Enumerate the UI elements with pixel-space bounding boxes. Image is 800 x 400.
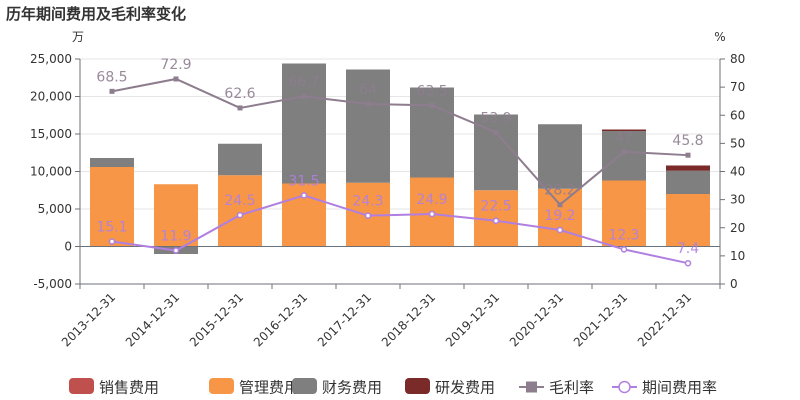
line-point-期间费用率 xyxy=(684,259,692,267)
line-毛利率 xyxy=(111,77,689,207)
line-point-毛利率 xyxy=(493,129,499,135)
legend-marker-期间费用率 xyxy=(618,380,631,394)
legend-swatch-财务费用 xyxy=(292,378,317,394)
data-label-毛利率: 63.5 xyxy=(416,83,447,99)
right-axis-tick-label: 60 xyxy=(730,108,745,122)
bar-财务费用 xyxy=(90,158,134,167)
left-axis-tick-label: 20,000 xyxy=(30,90,72,104)
data-label-毛利率: 45.8 xyxy=(672,133,703,149)
x-axis-tick-label: 2017-12-31 xyxy=(315,290,374,349)
x-axis-tick-label: 2018-12-31 xyxy=(379,290,438,349)
x-axis-tick-label: 2020-12-31 xyxy=(507,290,566,349)
bar-管理费用 xyxy=(538,188,582,247)
data-label-期间费用率: 19.2 xyxy=(544,208,575,224)
right-axis-tick-label: 10 xyxy=(730,249,745,263)
left-axis-tick-label: 15,000 xyxy=(30,127,72,141)
line-point-毛利率 xyxy=(429,102,435,108)
left-axis-tick-label: 25,000 xyxy=(30,52,72,66)
line-point-期间费用率 xyxy=(620,246,628,253)
legend-label: 研发费用 xyxy=(435,379,495,397)
line-point-毛利率 xyxy=(173,76,179,82)
line-point-毛利率 xyxy=(621,149,627,155)
data-label-期间费用率: 24.9 xyxy=(416,192,447,208)
bar-管理费用 xyxy=(154,184,198,247)
x-axis-tick-label: 2022-12-31 xyxy=(635,290,694,349)
data-label-期间费用率: 22.5 xyxy=(480,199,511,215)
right-axis-tick-label: 30 xyxy=(730,193,745,207)
left-axis-tick-label: 10,000 xyxy=(30,165,72,179)
x-axis-tick-label: 2019-12-31 xyxy=(443,290,502,349)
bar-财务费用 xyxy=(666,170,710,194)
left-axis-tick-label: 5,000 xyxy=(38,202,72,216)
bar-财务费用 xyxy=(218,143,262,176)
data-label-毛利率: 47 xyxy=(615,130,633,146)
bar-财务费用 xyxy=(538,124,582,189)
left-axis-tick-label: 0 xyxy=(64,240,72,254)
data-label-毛利率: 28.2 xyxy=(544,183,575,199)
chart-title: 历年期间费用及毛利率变化 xyxy=(6,5,187,23)
right-axis-unit: % xyxy=(714,30,725,44)
data-label-毛利率: 53.9 xyxy=(480,110,511,126)
right-axis-tick-label: 80 xyxy=(730,52,745,66)
line-point-期间费用率 xyxy=(492,217,500,224)
x-axis-tick-label: 2016-12-31 xyxy=(251,290,310,349)
bar-管理费用 xyxy=(90,167,134,247)
legend-swatch-管理费用 xyxy=(209,378,234,394)
bar-财务费用 xyxy=(410,87,454,178)
data-label-期间费用率: 12.3 xyxy=(608,227,639,243)
data-label-毛利率: 64 xyxy=(359,82,377,98)
line-point-毛利率 xyxy=(301,93,307,99)
left-axis-tick-label: -5,000 xyxy=(33,277,72,291)
data-label-毛利率: 68.5 xyxy=(96,69,127,85)
line-point-期间费用率 xyxy=(428,210,436,218)
line-point-期间费用率 xyxy=(556,226,564,234)
bar-管理费用 xyxy=(602,180,646,247)
legend-swatch-研发费用 xyxy=(405,378,430,394)
data-label-期间费用率: 11.9 xyxy=(160,229,191,245)
data-label-期间费用率: 24.5 xyxy=(224,193,255,209)
data-label-毛利率: 66.7 xyxy=(288,74,319,90)
line-point-毛利率 xyxy=(557,202,563,208)
data-label-期间费用率: 24.3 xyxy=(352,194,383,210)
right-axis-tick-label: 40 xyxy=(730,165,745,179)
bar-财务费用 xyxy=(602,131,646,181)
line-point-期间费用率 xyxy=(172,247,180,254)
right-axis-tick-label: 50 xyxy=(730,136,745,150)
line-point-毛利率 xyxy=(237,105,243,111)
x-axis-tick-label: 2013-12-31 xyxy=(59,290,118,349)
legend-label: 销售费用 xyxy=(99,379,159,397)
x-axis-tick-label: 2021-12-31 xyxy=(571,290,630,349)
right-axis-tick-label: 0 xyxy=(730,277,738,291)
data-label-期间费用率: 15.1 xyxy=(96,220,127,236)
right-axis-tick-label: 70 xyxy=(730,80,745,94)
data-label-期间费用率: 31.5 xyxy=(288,173,319,189)
left-axis-unit: 万 xyxy=(72,30,84,44)
legend-label: 毛利率 xyxy=(549,379,594,397)
data-label-期间费用率: 7.4 xyxy=(677,241,699,257)
data-label-毛利率: 72.9 xyxy=(160,57,191,73)
line-point-毛利率 xyxy=(685,152,691,158)
legend-label: 期间费用率 xyxy=(642,379,717,397)
x-axis-tick-label: 2015-12-31 xyxy=(187,290,246,349)
legend-marker-毛利率 xyxy=(526,381,537,393)
line-point-期间费用率 xyxy=(236,211,244,219)
legend-label: 财务费用 xyxy=(322,379,382,397)
bar-研发费用 xyxy=(666,165,710,171)
line-point-毛利率 xyxy=(365,101,371,107)
line-point-毛利率 xyxy=(109,88,115,94)
bar-财务费用 xyxy=(282,63,326,184)
data-label-毛利率: 62.6 xyxy=(224,86,255,102)
right-axis-tick-label: 20 xyxy=(730,221,745,235)
line-point-期间费用率 xyxy=(108,238,116,245)
bar-研发费用 xyxy=(602,129,646,131)
bar-管理费用 xyxy=(666,194,710,247)
line-point-期间费用率 xyxy=(364,212,372,219)
legend-swatch-销售费用 xyxy=(69,378,94,394)
legend-label: 管理费用 xyxy=(239,379,299,397)
line-期间费用率 xyxy=(111,194,689,265)
bar-财务费用 xyxy=(346,69,390,183)
line-point-期间费用率 xyxy=(300,192,308,199)
x-axis-tick-label: 2014-12-31 xyxy=(123,290,182,349)
